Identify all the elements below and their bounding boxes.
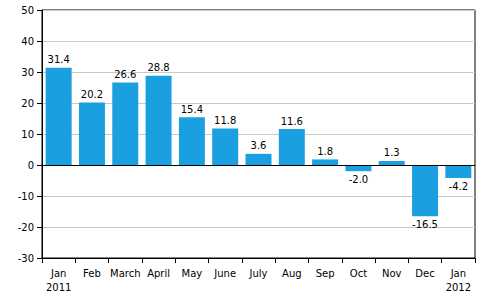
svg-text:Oct: Oct — [350, 268, 367, 279]
svg-text:July: July — [249, 268, 268, 279]
svg-text:31.4: 31.4 — [48, 54, 70, 65]
svg-text:11.6: 11.6 — [281, 116, 303, 127]
svg-text:11.8: 11.8 — [214, 115, 236, 126]
svg-text:-20: -20 — [18, 222, 34, 233]
svg-text:1.8: 1.8 — [317, 146, 333, 157]
svg-text:April: April — [147, 268, 170, 279]
svg-text:2012: 2012 — [446, 282, 471, 293]
svg-text:Jan: Jan — [450, 268, 466, 279]
svg-text:26.6: 26.6 — [114, 69, 136, 80]
svg-text:1.3: 1.3 — [384, 147, 400, 158]
svg-text:Aug: Aug — [282, 268, 302, 279]
svg-text:March: March — [110, 268, 140, 279]
svg-text:0: 0 — [28, 160, 34, 171]
svg-text:-4.2: -4.2 — [449, 181, 469, 192]
svg-text:2011: 2011 — [46, 282, 71, 293]
svg-text:-2.0: -2.0 — [349, 174, 369, 185]
svg-text:Nov: Nov — [382, 268, 402, 279]
svg-text:-16.5: -16.5 — [412, 219, 438, 230]
svg-text:June: June — [213, 268, 236, 279]
svg-text:20.2: 20.2 — [81, 89, 103, 100]
svg-text:Jan: Jan — [50, 268, 66, 279]
svg-text:40: 40 — [21, 36, 34, 47]
svg-text:-30: -30 — [18, 253, 34, 264]
svg-text:30: 30 — [21, 67, 34, 78]
svg-text:3.6: 3.6 — [251, 140, 267, 151]
svg-text:20: 20 — [21, 98, 34, 109]
svg-text:May: May — [182, 268, 203, 279]
svg-text:15.4: 15.4 — [181, 104, 203, 115]
svg-text:Dec: Dec — [415, 268, 434, 279]
svg-text:Feb: Feb — [83, 268, 101, 279]
svg-text:-10: -10 — [18, 191, 34, 202]
svg-text:50: 50 — [21, 5, 34, 16]
svg-text:28.8: 28.8 — [147, 62, 169, 73]
svg-text:Sep: Sep — [316, 268, 335, 279]
svg-text:10: 10 — [21, 129, 34, 140]
